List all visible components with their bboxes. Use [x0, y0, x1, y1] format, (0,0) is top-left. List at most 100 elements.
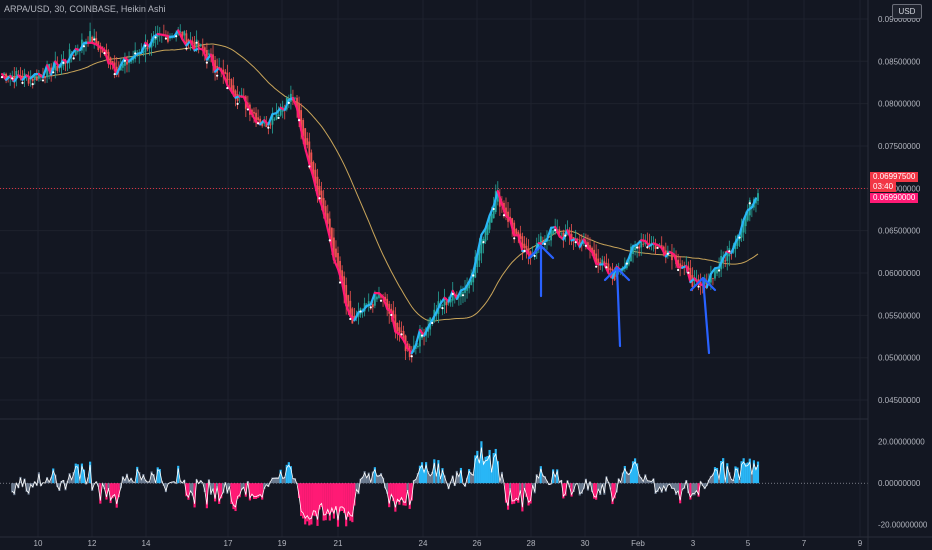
oscillator-bar	[486, 455, 489, 484]
trail-dot	[523, 249, 526, 253]
oscillator-bar	[332, 483, 336, 519]
oscillator-bar	[465, 477, 469, 484]
oscillator-bar	[691, 483, 694, 496]
oscillator-bar	[164, 483, 168, 493]
oscillator-bar	[107, 483, 110, 490]
trend-ribbon-segment	[480, 227, 487, 236]
oscillator-bar	[142, 474, 145, 484]
oscillator-bar	[158, 468, 161, 484]
oscillator-axis[interactable]: 20.00000000 0.00000000 -20.00000000	[878, 438, 928, 530]
oscillator-bar	[375, 474, 379, 484]
currency-button[interactable]: USD	[892, 4, 922, 19]
candle-body	[634, 246, 636, 251]
oscillator-bar	[496, 461, 499, 484]
oscillator-bar	[390, 483, 393, 497]
trend-ribbon-segment	[582, 238, 590, 250]
candle-body	[60, 63, 63, 68]
trend-ribbon-segment	[750, 197, 758, 209]
symbol-legend[interactable]: ARPA/USD, 30, COINBASE, Heikin Ashi	[4, 4, 166, 14]
oscillator-bar	[681, 483, 684, 491]
candle-body	[380, 295, 382, 298]
trend-ribbon-segment	[304, 146, 311, 165]
oscillator-bar	[318, 483, 321, 510]
trend-ribbon-segment	[226, 83, 233, 93]
oscillator-bar	[416, 473, 420, 484]
time-tick-label: 3	[691, 539, 696, 548]
oscillator-bar	[402, 483, 405, 506]
candle-body	[265, 121, 268, 128]
candle-body	[197, 43, 200, 49]
oscillator-bar	[615, 483, 618, 493]
trail-dot	[287, 101, 290, 104]
candle-body	[519, 233, 522, 239]
price-tick-label: 0.08500000	[878, 57, 921, 66]
candle-body	[185, 33, 188, 46]
oscillator-bar	[86, 477, 90, 484]
candle-body	[636, 244, 639, 249]
candle-body	[371, 304, 374, 308]
oscillator-bar	[648, 480, 651, 484]
trail-dot	[318, 197, 321, 200]
trail-dot	[52, 71, 55, 74]
oscillator-bar	[722, 458, 725, 484]
oscillator-bar	[189, 483, 192, 493]
oscillator-bar	[338, 483, 342, 512]
price-axis[interactable]: 0.09000000 0.08500000 0.08000000 0.07500000…	[878, 15, 921, 405]
candle-body	[214, 60, 216, 72]
candle-body	[378, 293, 380, 298]
trend-ribbon-segment	[242, 95, 249, 108]
candle-body	[498, 196, 501, 207]
trend-ribbon-segment	[627, 245, 635, 260]
trail-dot	[369, 306, 372, 309]
oscillator-bar	[439, 478, 442, 484]
oscillator-bar	[211, 483, 215, 490]
oscillator-bar	[103, 483, 106, 489]
oscillator-bar	[523, 483, 526, 489]
trend-ribbon-segment	[734, 233, 741, 244]
oscillator-bar	[328, 483, 331, 521]
candle-body	[687, 266, 690, 270]
oscillator-bar	[248, 483, 252, 501]
candle-body	[257, 117, 259, 121]
candle-body	[126, 61, 128, 65]
oscillator-bar	[343, 483, 346, 513]
candle-body	[373, 293, 376, 306]
oscillator-bar	[381, 477, 385, 484]
trend-ribbon-segment	[738, 218, 745, 236]
time-axis[interactable]: 10 12 14 17 19 21 24 26 28 30 Feb 3 5 7 9	[34, 539, 863, 548]
trend-ribbon-segment	[709, 267, 717, 276]
trend-ribbon-segment	[472, 252, 479, 274]
candle-body	[111, 61, 114, 64]
oscillator-bar	[322, 483, 325, 521]
trail-dot	[379, 299, 383, 302]
oscillator-bar	[447, 483, 450, 490]
candle-body	[521, 236, 524, 252]
annotation-arrow-head	[689, 276, 717, 292]
oscillator-bar	[78, 479, 81, 484]
oscillator-bar	[644, 474, 647, 484]
trail-dot	[164, 37, 168, 40]
candle-body	[597, 258, 600, 266]
trend-ribbon-segment	[484, 214, 491, 230]
oscillator-bar	[597, 483, 600, 491]
candle-body	[349, 300, 352, 317]
trend-ribbon-segment	[685, 264, 692, 284]
oscillator-bar	[121, 476, 124, 484]
oscillator-bar	[240, 483, 243, 491]
oscillator-bar	[234, 483, 237, 512]
oscillator-bar	[533, 483, 536, 494]
trail-dot	[41, 79, 45, 82]
trail-dot	[584, 244, 588, 247]
candle-body	[714, 268, 716, 279]
price-tick-label: 0.08000000	[878, 100, 921, 109]
candle-body	[478, 246, 481, 261]
candle-body	[328, 218, 331, 238]
trail-dot	[113, 72, 116, 76]
trail-dot	[154, 36, 157, 39]
oscillator-bar	[638, 474, 641, 484]
candle-body	[607, 263, 610, 274]
candle-body	[525, 245, 528, 252]
oscillator-bar	[220, 483, 223, 499]
oscillator-bar	[470, 472, 473, 484]
